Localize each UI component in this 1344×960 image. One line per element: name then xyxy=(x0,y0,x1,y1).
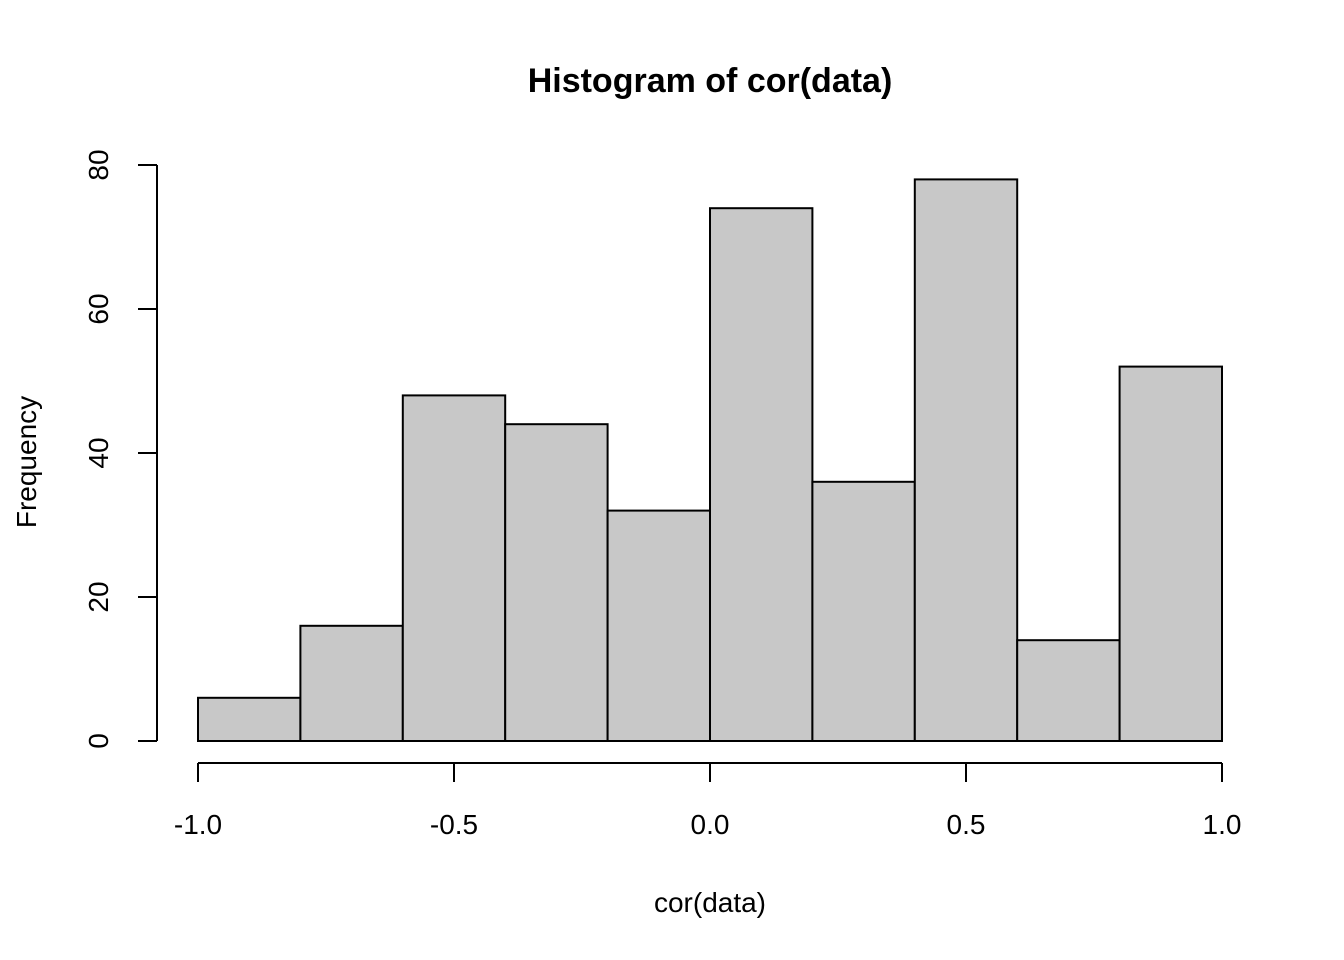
y-tick-label: 20 xyxy=(83,581,114,612)
y-tick-label: 60 xyxy=(83,293,114,324)
histogram-bar xyxy=(401,394,507,742)
x-axis-label: cor(data) xyxy=(654,887,766,918)
histogram-bar xyxy=(197,696,302,742)
histogram-bar xyxy=(299,624,404,742)
histogram-bar xyxy=(1118,365,1223,742)
x-tick-label: 0.0 xyxy=(691,809,730,840)
histogram-bar xyxy=(1016,639,1121,743)
y-tick-label: 0 xyxy=(83,733,114,749)
histogram-bar xyxy=(504,423,609,742)
histogram-bars xyxy=(197,178,1223,743)
histogram-bar xyxy=(709,207,814,742)
histogram-bar xyxy=(913,178,1019,742)
y-axis-label: Frequency xyxy=(11,396,42,528)
histogram-bar xyxy=(811,480,916,742)
chart-title: Histogram of cor(data) xyxy=(528,62,893,100)
y-axis: 0 20 40 60 80 xyxy=(83,149,158,749)
histogram-bar xyxy=(606,509,711,742)
x-tick-label: 0.5 xyxy=(947,809,986,840)
y-tick-label: 80 xyxy=(83,149,114,180)
y-tick-label: 40 xyxy=(83,437,114,468)
x-axis: -1.0 -0.5 0.0 0.5 1.0 xyxy=(174,762,1242,840)
x-tick-label: 1.0 xyxy=(1203,809,1242,840)
x-tick-label: -1.0 xyxy=(174,809,222,840)
x-tick-label: -0.5 xyxy=(430,809,478,840)
